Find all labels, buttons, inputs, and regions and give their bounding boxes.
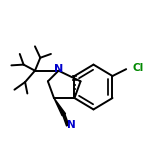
Text: Cl: Cl (132, 63, 143, 73)
Text: N: N (67, 120, 76, 130)
Polygon shape (54, 98, 66, 116)
Text: N: N (54, 64, 63, 74)
